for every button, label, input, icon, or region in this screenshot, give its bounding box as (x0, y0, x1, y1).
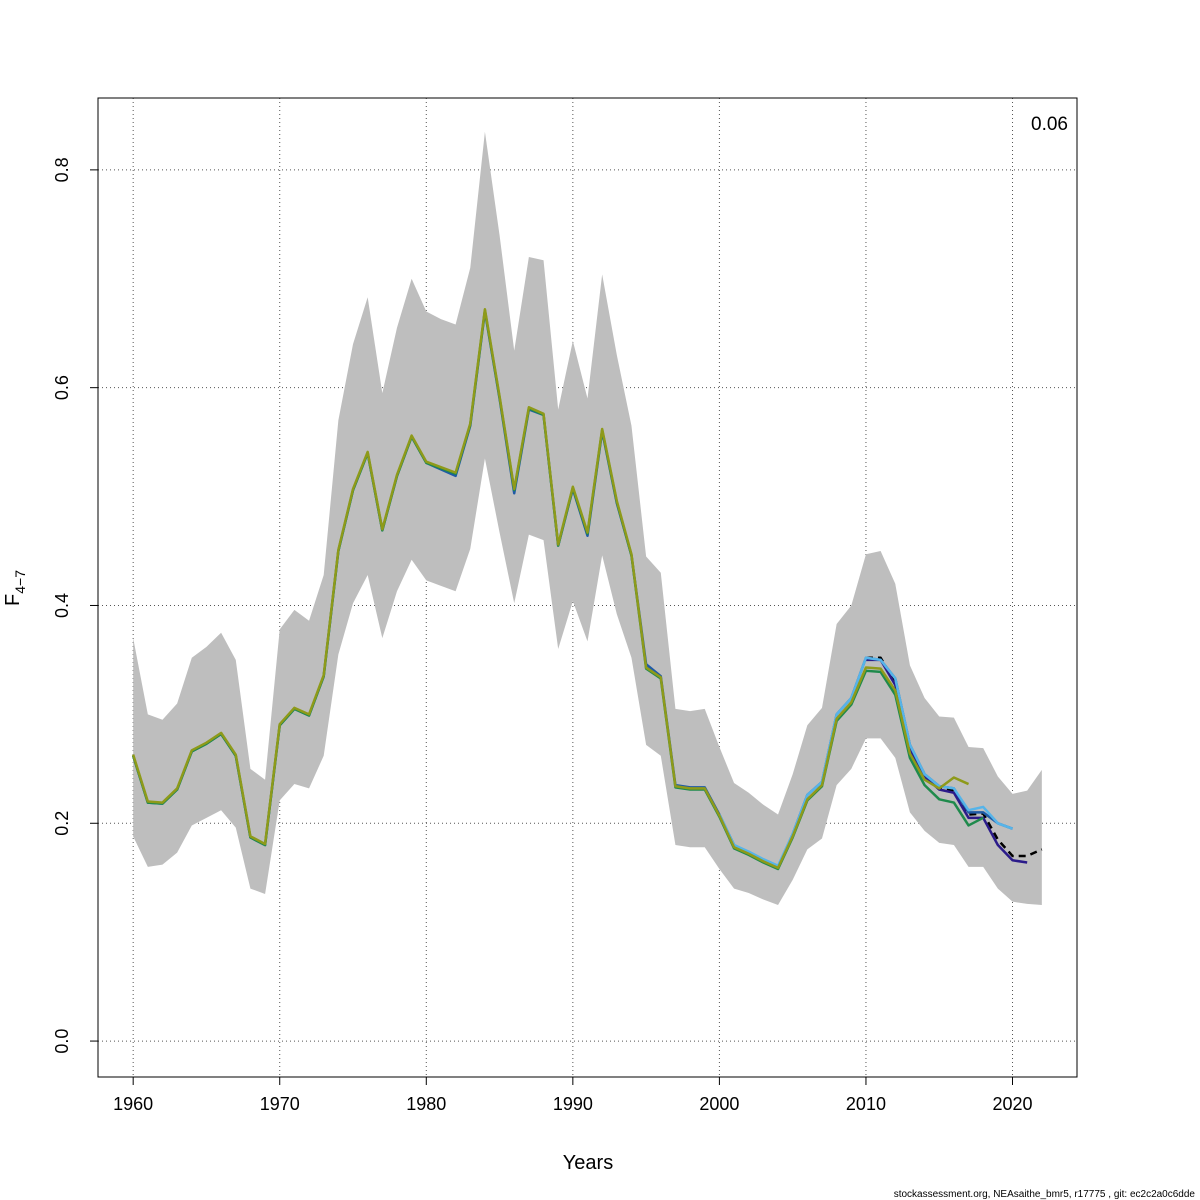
series-line-1 (865, 656, 1043, 858)
series-line-2 (865, 658, 1028, 864)
y-tick-label: 0.0 (52, 1029, 72, 1054)
x-tick-label: 1980 (406, 1094, 446, 1114)
x-tick-label: 1970 (260, 1094, 300, 1114)
y-tick-label: 0.4 (52, 593, 72, 618)
x-tick-label: 2000 (699, 1094, 739, 1114)
footer-text: stockassessment.org, NEAsaithe_bmr5, r17… (894, 1189, 1196, 1200)
y-axis: 0.0 0.2 0.4 0.6 0.8 (52, 157, 99, 1054)
x-tick-label: 2010 (846, 1094, 886, 1114)
y-axis-title: F4−7 (2, 570, 28, 606)
y-axis-title-subscript: 4−7 (12, 570, 28, 594)
y-tick-label: 0.2 (52, 811, 72, 836)
y-axis-title-main: F (2, 594, 24, 606)
confidence-band (133, 131, 1042, 905)
series-line-6 (131, 308, 970, 870)
corner-annotation: 0.06 (1031, 114, 1068, 135)
series-lines (131, 308, 1043, 871)
y-tick-label: 0.6 (52, 375, 72, 400)
x-tick-label: 2020 (992, 1094, 1032, 1114)
series-line-4 (718, 656, 1013, 867)
x-tick-label: 1990 (553, 1094, 593, 1114)
y-tick-label: 0.8 (52, 157, 72, 182)
x-axis-title: Years (563, 1152, 613, 1174)
x-tick-label: 1960 (113, 1094, 153, 1114)
x-axis: 1960 1970 1980 1990 2000 2010 2020 (113, 1076, 1033, 1114)
